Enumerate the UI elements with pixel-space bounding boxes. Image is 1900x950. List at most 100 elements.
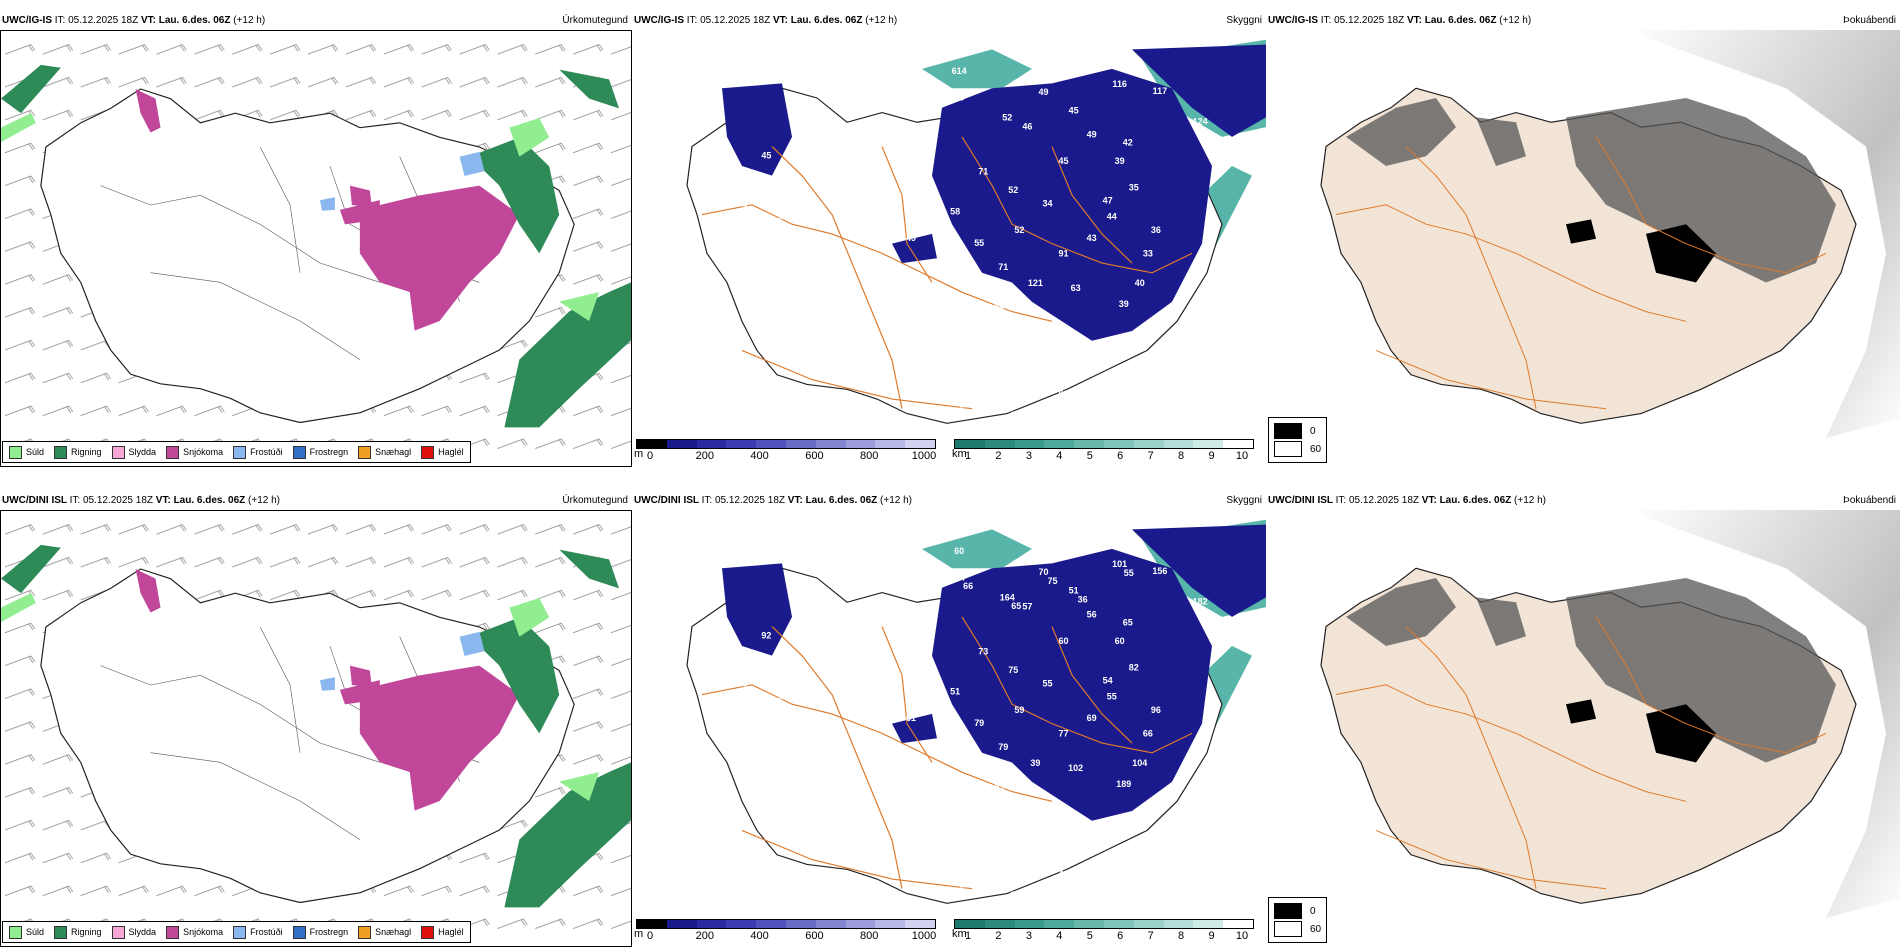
it-value: 05.12.2025 18Z xyxy=(700,15,773,26)
legend-label: Frostúði xyxy=(250,447,283,457)
legend-swatch xyxy=(54,445,68,459)
cloud-base-label: 51 xyxy=(1069,586,1079,596)
lead-time: (+12 h) xyxy=(233,15,266,26)
vt-label: VT: xyxy=(787,495,806,506)
cloud-visibility-panel: UWC/IG-IS IT: 05.12.2025 18Z VT: Lau. 6.… xyxy=(632,12,1266,467)
colorbar-tick: 9 xyxy=(1208,930,1215,942)
cloud-base-label: 65 xyxy=(1011,601,1021,611)
legend-swatch xyxy=(9,445,22,459)
legend-item: Slydda xyxy=(111,925,157,939)
roads xyxy=(1335,136,1827,410)
cloud-base-label: 39 xyxy=(1030,758,1040,768)
colorbar-tick: 5 xyxy=(1086,450,1093,462)
model-name: UWC/IG-IS xyxy=(2,15,55,26)
legend-swatch xyxy=(54,925,68,939)
cloud-base-label: 55 xyxy=(1042,678,1052,688)
model-name: UWC/DINI ISL xyxy=(634,495,702,506)
cloud-base-label: 91 xyxy=(1058,249,1068,259)
cloud-base-label: 63 xyxy=(994,782,1004,792)
cloud-base-label: 45 xyxy=(761,151,771,161)
colorbar-tick: 3 xyxy=(1025,450,1032,462)
it-value: 05.12.2025 18Z xyxy=(1348,495,1422,506)
cloud-base-label: 60 xyxy=(1058,636,1068,646)
cloud-base-label: 55 xyxy=(1107,692,1117,702)
colorbar-tick: 1 xyxy=(964,450,972,462)
legend-swatch xyxy=(233,445,247,459)
panel-header: UWC/IG-IS IT: 05.12.2025 18Z VT: Lau. 6.… xyxy=(0,12,632,30)
cloud-base-label: 49 xyxy=(1087,130,1097,140)
cloud-base-label: 66 xyxy=(963,581,973,591)
roads xyxy=(1335,616,1827,890)
cloud-base-label: 52 xyxy=(1002,112,1012,122)
cloud-base-label: 77 xyxy=(797,610,807,620)
dense-fog-area xyxy=(1566,219,1716,283)
cloud-base-label: 39 xyxy=(1115,156,1125,166)
cloud-base-label: 104 xyxy=(1132,758,1147,768)
fog-map[interactable] xyxy=(1266,30,1900,467)
cloud-base-label: 84 xyxy=(902,363,912,373)
rain-area xyxy=(1,64,631,428)
vt-label: VT: xyxy=(155,495,174,506)
legend-label: Slydda xyxy=(128,927,157,937)
cloud-base-label: 80 xyxy=(1083,848,1093,858)
low-cloud-area xyxy=(722,524,1266,821)
cloud-base-label: 75 xyxy=(1047,576,1057,586)
colorbar-tick: 2 xyxy=(995,450,1002,462)
cloud-base-label: 90 xyxy=(1054,832,1064,842)
cloud-base-label: 45 xyxy=(1058,156,1068,166)
cloud-base-label: 55 xyxy=(974,238,984,248)
cloud-base-label: 35 xyxy=(890,800,900,810)
legend-label: Súld xyxy=(26,927,45,937)
cloud-base-label: 51 xyxy=(950,686,960,696)
cloud-base-label: 614 xyxy=(952,66,967,76)
fog-legend: 0 60 xyxy=(1268,897,1328,943)
panel-header: UWC/DINI ISL IT: 05.12.2025 18Z VT: Lau.… xyxy=(0,492,632,510)
legend-swatch xyxy=(233,925,247,939)
precip-map[interactable] xyxy=(0,510,632,947)
cloud-base-label: 65 xyxy=(1030,320,1040,330)
cloud-base-label: 69 xyxy=(1087,713,1097,723)
fog-map[interactable] xyxy=(1266,510,1900,947)
legend-label: 0 xyxy=(1310,425,1316,437)
cloud-map[interactable]: 264 177 164 70 51 101 156 57 56 65 182 73 60 58 75 60 60… xyxy=(632,510,1266,947)
cloud-base-label: 61 xyxy=(898,95,908,105)
colorbar-tick: 800 xyxy=(860,930,879,942)
cloud-base-label: 69 xyxy=(733,165,743,175)
cloud-base-label: 60 xyxy=(954,546,964,556)
cloud-base-label: 22 xyxy=(797,822,807,832)
legend-label: Snæhagl xyxy=(375,447,412,457)
panel-title: Úrkomutegund xyxy=(562,495,628,506)
cloud-base-label: 98 xyxy=(1030,800,1040,810)
colorbar-tick: 2 xyxy=(995,930,1002,942)
colorbar-unit: km xyxy=(952,928,967,940)
cloud-base-label: 52 xyxy=(1008,185,1018,195)
colorbar-tick: 7 xyxy=(1147,450,1154,462)
cloud-base-label: 50 xyxy=(866,217,876,227)
panel-header: UWC/IG-IS IT: 05.12.2025 18Z VT: Lau. 6.… xyxy=(632,12,1266,30)
cloud-base-label: 73 xyxy=(850,798,860,808)
colorbar-tick: 200 xyxy=(695,450,714,462)
colorbar-tick: 8 xyxy=(1178,450,1185,462)
cloud-base-label: 65 xyxy=(781,241,791,251)
cloud-base-label: 58 xyxy=(850,318,860,328)
cloud-base-label: 37 xyxy=(978,843,988,853)
vt-value: Lau. 6.des. 06Z xyxy=(790,15,866,26)
visibility-colorbar: 1 2 3 4 5 6 7 8 9 10 km xyxy=(952,439,1254,463)
legend-item: Súld xyxy=(9,925,45,939)
cloud-base-label: 73 xyxy=(978,647,988,657)
vt-label: VT: xyxy=(1406,15,1425,26)
fog-indicator-panel: UWC/IG-IS IT: 05.12.2025 18Z VT: Lau. 6.… xyxy=(1266,12,1900,467)
precip-type-panel: UWC/IG-IS IT: 05.12.2025 18Z VT: Lau. 6.… xyxy=(0,12,632,467)
precip-map[interactable] xyxy=(0,30,632,467)
cloud-base-label: 107 xyxy=(968,344,983,354)
legend-swatch xyxy=(166,445,180,459)
cloud-map[interactable]: 61 56 52 49 45 116 117 46 49 42 124 71 45 58 52 39 57 34 4… xyxy=(632,30,1266,467)
legend-item: Snjókoma xyxy=(166,445,223,459)
legend-swatch xyxy=(1274,921,1302,937)
it-value: 05.12.2025 18Z xyxy=(68,15,141,26)
lead-time: (+12 h) xyxy=(880,495,913,506)
panel-header: UWC/DINI ISL IT: 05.12.2025 18Z VT: Lau.… xyxy=(1266,492,1900,510)
cloud-base-label: 92 xyxy=(761,631,771,641)
legend-item: Snæhagl xyxy=(358,925,411,939)
drizzle-area xyxy=(1,113,600,321)
